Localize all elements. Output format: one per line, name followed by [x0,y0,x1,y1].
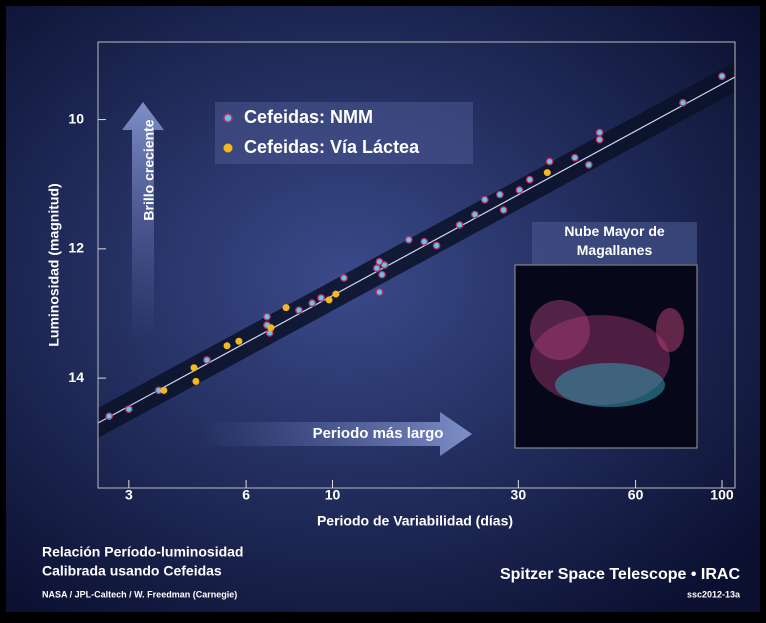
point [204,357,210,363]
point [516,187,522,193]
point [332,291,339,298]
code: ssc2012-13a [687,589,741,599]
point [596,136,602,142]
subtitle: Calibrada usando Cefeidas [42,563,222,579]
legend-label: Cefeidas: Vía Láctea [244,137,420,157]
annotation: Brillo creciente [141,119,157,220]
x-tick-label: 100 [710,487,734,503]
point [283,304,290,311]
inset-label-box: Nube Mayor de Magallanes [532,222,697,266]
point [318,295,324,301]
point [546,158,552,164]
point [379,271,385,277]
x-tick-label: 30 [511,487,527,503]
point [309,300,315,306]
point [126,406,132,412]
y-tick-label: 10 [68,110,84,126]
x-tick-label: 3 [125,487,133,503]
y-tick-label: 14 [68,369,84,385]
point [160,387,167,394]
x-axis-label: Periodo de Variabilidad (días) [317,513,513,529]
point [421,239,427,245]
point [341,275,347,281]
y-axis-label: Luminosidad (magnitud) [46,183,62,346]
legend-marker [224,144,233,153]
point [500,207,506,213]
legend-label: Cefeidas: NMM [244,107,373,127]
annotation: Periodo más largo [313,425,444,442]
point [497,191,503,197]
point [264,314,270,320]
point [374,265,380,271]
x-tick-label: 10 [325,487,341,503]
point [456,222,462,228]
point [680,100,686,106]
point [191,364,198,371]
point [472,211,478,217]
point [376,289,382,295]
point [326,296,333,303]
inset-label: Nube Mayor de Magallanes [532,222,697,260]
point [106,413,112,419]
credit: NASA / JPL-Caltech / W. Freedman (Carneg… [42,589,237,599]
x-tick-label: 60 [628,487,644,503]
legend-marker [224,114,232,122]
point [235,338,242,345]
point [224,342,231,349]
point [381,262,387,268]
inset-nebula [530,300,684,407]
point [586,162,592,168]
point [296,307,302,313]
x-tick-label: 6 [242,487,250,503]
point [572,155,578,161]
point [544,169,551,176]
point [482,197,488,203]
brand: Spitzer Space Telescope • IRAC [500,566,740,583]
point [433,242,439,248]
point [192,378,199,385]
y-tick-label: 12 [68,240,84,256]
point [267,324,274,331]
title: Relación Período-luminosidad [42,544,243,560]
chart: Brillo creciente Periodo más largo Nube … [0,0,766,618]
point [596,129,602,135]
point [406,237,412,243]
point [719,73,725,79]
point [527,176,533,182]
